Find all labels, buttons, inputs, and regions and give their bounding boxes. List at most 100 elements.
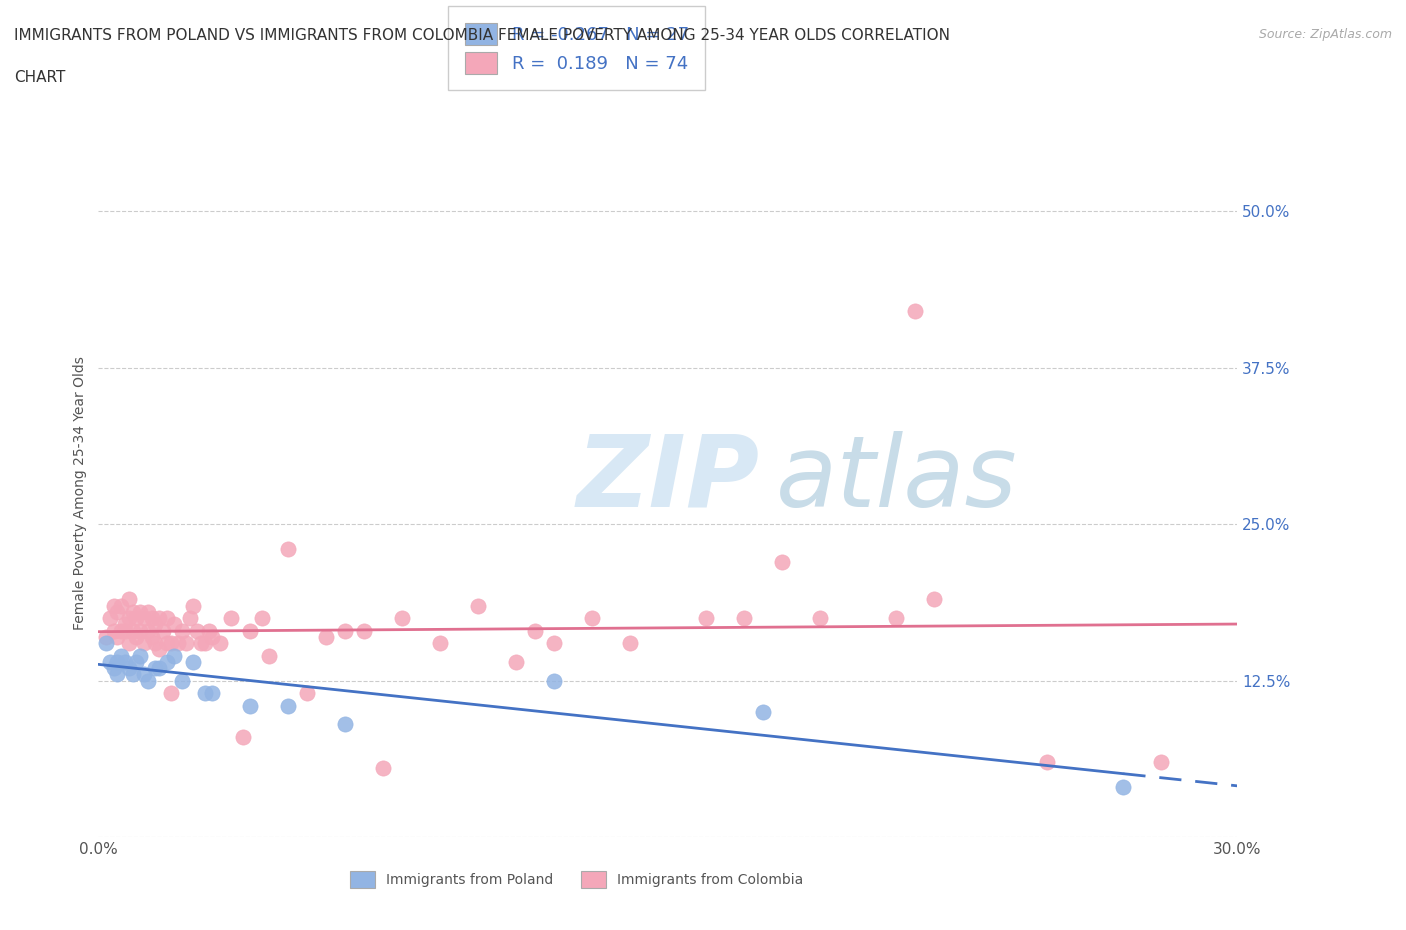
- Point: [107, 630, 129, 644]
- Point: [239, 623, 262, 638]
- Point: [371, 761, 394, 776]
- Point: [904, 304, 927, 319]
- Text: IMMIGRANTS FROM POLAND VS IMMIGRANTS FROM COLOMBIA FEMALE POVERTY AMONG 25-34 YE: IMMIGRANTS FROM POLAND VS IMMIGRANTS FRO…: [14, 28, 950, 43]
- Point: [239, 698, 262, 713]
- Point: [148, 611, 170, 626]
- Point: [163, 617, 186, 631]
- Point: [159, 635, 181, 650]
- Point: [770, 554, 793, 569]
- Point: [118, 660, 141, 675]
- Point: [808, 611, 831, 626]
- Point: [118, 635, 141, 650]
- Point: [297, 685, 319, 700]
- Legend: Immigrants from Poland, Immigrants from Colombia: Immigrants from Poland, Immigrants from …: [339, 859, 814, 899]
- Y-axis label: Female Poverty Among 25-34 Year Olds: Female Poverty Among 25-34 Year Olds: [73, 356, 87, 630]
- Point: [136, 604, 159, 619]
- Point: [163, 648, 186, 663]
- Point: [391, 611, 413, 626]
- Point: [156, 611, 179, 626]
- Text: atlas: atlas: [776, 431, 1018, 527]
- Point: [194, 635, 217, 650]
- Point: [752, 704, 775, 719]
- Point: [174, 635, 197, 650]
- Point: [277, 542, 299, 557]
- Point: [145, 635, 167, 650]
- Point: [107, 655, 129, 670]
- Point: [110, 623, 132, 638]
- Point: [183, 655, 205, 670]
- Point: [581, 611, 603, 626]
- Point: [118, 611, 141, 626]
- Point: [467, 598, 489, 613]
- Point: [1112, 779, 1135, 794]
- Point: [695, 611, 717, 626]
- Point: [107, 604, 129, 619]
- Point: [543, 673, 565, 688]
- Point: [110, 598, 132, 613]
- Point: [141, 611, 163, 626]
- Point: [107, 667, 129, 682]
- Point: [145, 617, 167, 631]
- Point: [315, 630, 337, 644]
- Point: [232, 729, 254, 744]
- Point: [136, 673, 159, 688]
- Point: [190, 635, 212, 650]
- Point: [159, 685, 181, 700]
- Point: [136, 623, 159, 638]
- Point: [98, 655, 121, 670]
- Point: [94, 635, 117, 650]
- Point: [194, 685, 217, 700]
- Point: [148, 642, 170, 657]
- Point: [250, 611, 273, 626]
- Point: [353, 623, 375, 638]
- Point: [156, 635, 179, 650]
- Point: [335, 717, 357, 732]
- Point: [156, 655, 179, 670]
- Point: [121, 667, 143, 682]
- Text: ZIP: ZIP: [576, 431, 759, 527]
- Point: [335, 623, 357, 638]
- Point: [114, 617, 136, 631]
- Text: CHART: CHART: [14, 70, 66, 85]
- Point: [129, 648, 152, 663]
- Point: [619, 635, 641, 650]
- Point: [132, 611, 155, 626]
- Point: [201, 630, 224, 644]
- Text: Source: ZipAtlas.com: Source: ZipAtlas.com: [1258, 28, 1392, 41]
- Point: [543, 635, 565, 650]
- Point: [733, 611, 755, 626]
- Point: [1150, 754, 1173, 769]
- Point: [922, 591, 945, 606]
- Point: [1036, 754, 1059, 769]
- Point: [114, 623, 136, 638]
- Point: [186, 623, 208, 638]
- Point: [132, 667, 155, 682]
- Point: [118, 591, 141, 606]
- Point: [884, 611, 907, 626]
- Point: [141, 630, 163, 644]
- Point: [103, 660, 125, 675]
- Point: [145, 660, 167, 675]
- Point: [429, 635, 451, 650]
- Point: [129, 604, 152, 619]
- Point: [170, 673, 193, 688]
- Point: [221, 611, 243, 626]
- Point: [114, 655, 136, 670]
- Point: [167, 635, 190, 650]
- Point: [125, 611, 148, 626]
- Point: [277, 698, 299, 713]
- Point: [259, 648, 281, 663]
- Point: [197, 623, 219, 638]
- Point: [208, 635, 231, 650]
- Point: [183, 598, 205, 613]
- Point: [505, 655, 527, 670]
- Point: [179, 611, 201, 626]
- Point: [125, 655, 148, 670]
- Point: [121, 623, 143, 638]
- Point: [103, 623, 125, 638]
- Point: [148, 660, 170, 675]
- Point: [201, 685, 224, 700]
- Point: [94, 630, 117, 644]
- Point: [125, 630, 148, 644]
- Point: [170, 623, 193, 638]
